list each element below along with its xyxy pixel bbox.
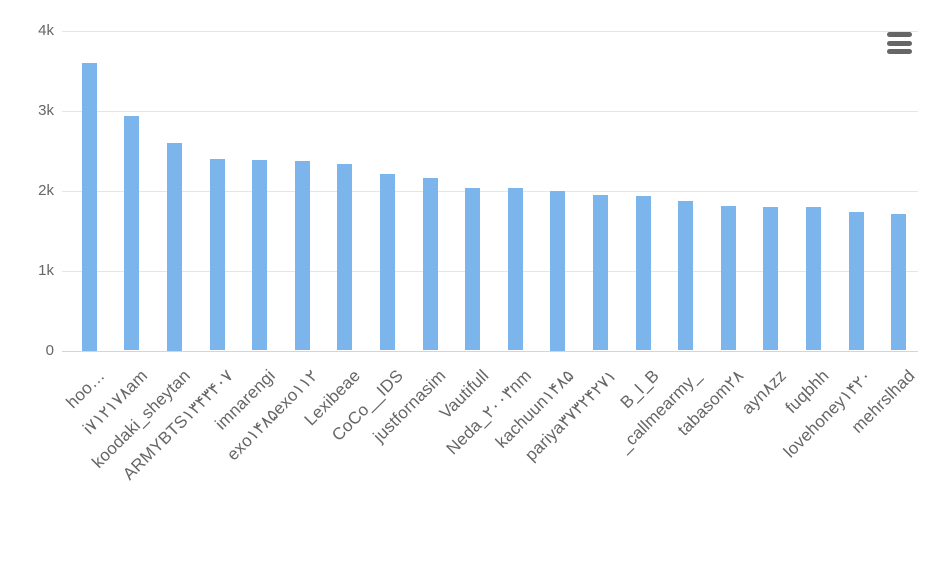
bar[interactable]	[550, 190, 566, 351]
y-axis-label: 3k	[38, 101, 54, 119]
bar[interactable]	[593, 195, 608, 351]
bar[interactable]	[380, 173, 395, 351]
chart-context-menu-button[interactable]	[884, 30, 916, 56]
bar[interactable]	[763, 207, 779, 351]
y-axis-label: 0	[45, 341, 54, 359]
bar[interactable]	[806, 207, 821, 351]
gridline	[62, 110, 918, 112]
y-axis-label: 1k	[38, 261, 54, 279]
hamburger-icon	[887, 32, 912, 37]
bar[interactable]	[252, 160, 268, 351]
bar[interactable]	[209, 159, 225, 351]
bar[interactable]	[720, 205, 736, 351]
bar[interactable]	[294, 160, 310, 351]
y-axis-label: 2k	[38, 181, 54, 199]
bar[interactable]	[635, 196, 651, 351]
x-axis-label: ayn۸zz	[738, 366, 791, 419]
bar[interactable]	[124, 116, 140, 351]
bar[interactable]	[848, 212, 864, 351]
hamburger-icon	[887, 40, 912, 46]
gridline	[62, 190, 918, 192]
hamburger-icon	[887, 49, 912, 54]
bar[interactable]	[337, 164, 353, 351]
bar[interactable]	[465, 188, 481, 351]
bar[interactable]	[678, 200, 694, 351]
x-axis-line	[62, 350, 918, 352]
y-axis-label: 4k	[38, 21, 54, 39]
bar[interactable]	[891, 213, 907, 351]
gridline	[62, 270, 918, 272]
bar[interactable]	[507, 188, 523, 351]
bar[interactable]	[167, 142, 182, 351]
gridline	[62, 30, 918, 32]
bar[interactable]	[422, 177, 438, 351]
bar[interactable]	[81, 62, 97, 351]
